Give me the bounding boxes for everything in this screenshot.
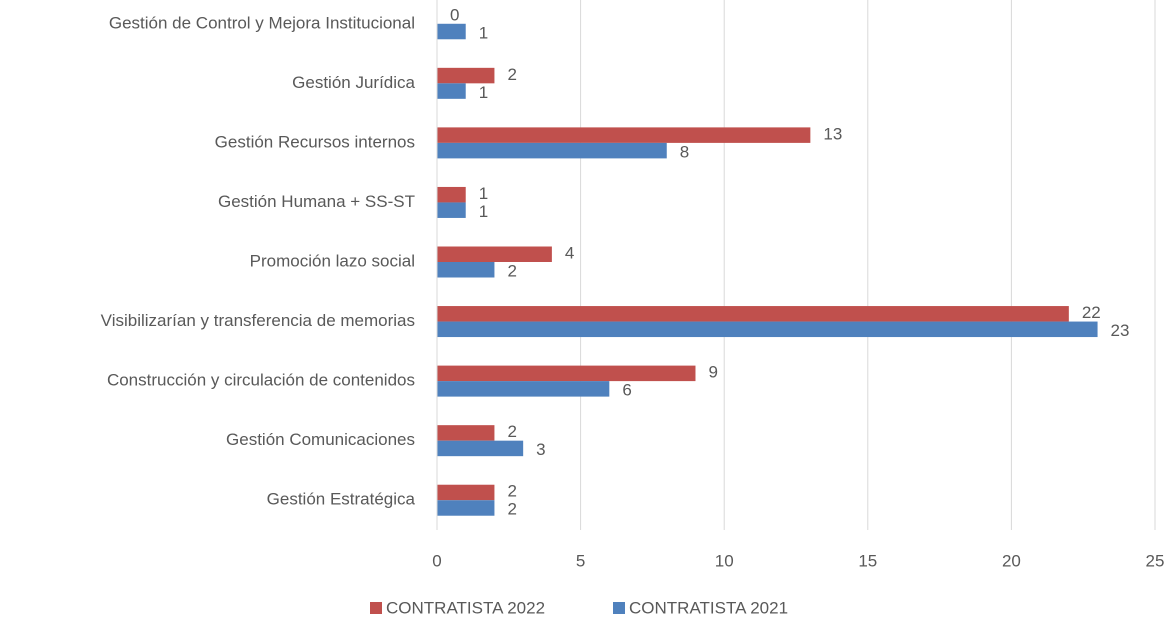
data-label: 22 <box>1082 303 1101 322</box>
data-label: 1 <box>479 23 488 42</box>
bar <box>437 365 696 382</box>
legend-label: CONTRATISTA 2021 <box>629 598 788 617</box>
x-tick-label: 0 <box>432 551 441 570</box>
data-label: 0 <box>450 5 459 24</box>
x-tick-label: 10 <box>715 551 734 570</box>
y-tick-label: Visibilizarían y transferencia de memori… <box>101 311 415 330</box>
legend-swatch <box>613 602 625 614</box>
data-label: 1 <box>479 184 488 203</box>
y-tick-label: Gestión Comunicaciones <box>226 430 415 449</box>
bar <box>437 381 610 397</box>
data-label: 2 <box>507 65 516 84</box>
data-label: 2 <box>507 500 516 519</box>
bar <box>437 484 495 501</box>
bar <box>437 306 1069 322</box>
bar <box>437 202 466 218</box>
data-label: 2 <box>507 482 516 501</box>
x-tick-label: 25 <box>1146 551 1165 570</box>
y-tick-label: Gestión Recursos internos <box>215 132 415 151</box>
data-label: 2 <box>507 261 516 280</box>
bar <box>437 83 466 99</box>
bar <box>437 67 495 84</box>
bar <box>437 246 552 262</box>
y-tick-label: Gestión de Control y Mejora Instituciona… <box>109 13 415 32</box>
bar <box>437 142 667 159</box>
data-label: 2 <box>507 422 516 441</box>
data-label: 9 <box>708 363 717 382</box>
data-label: 13 <box>823 124 842 143</box>
legend-label: CONTRATISTA 2022 <box>386 598 545 617</box>
y-tick-label: Gestión Humana + SS-ST <box>218 192 415 211</box>
y-tick-label: Construcción y circulación de contenidos <box>107 371 415 390</box>
data-label: 23 <box>1111 321 1130 340</box>
x-tick-label: 5 <box>576 551 585 570</box>
x-tick-label: 20 <box>1002 551 1021 570</box>
data-label: 3 <box>536 440 545 459</box>
y-tick-label: Promoción lazo social <box>250 251 415 270</box>
data-label: 8 <box>680 142 689 161</box>
bar <box>437 262 495 278</box>
legend-swatch <box>370 602 382 614</box>
y-tick-label: Gestión Estratégica <box>267 490 416 509</box>
data-label: 6 <box>622 381 631 400</box>
data-label: 1 <box>479 202 488 221</box>
bar <box>437 127 811 143</box>
x-tick-label: 15 <box>858 551 877 570</box>
bar <box>437 321 1098 338</box>
y-tick-label: Gestión Jurídica <box>292 73 415 92</box>
bar <box>437 23 466 40</box>
data-label: 4 <box>565 243 574 262</box>
bar <box>437 425 495 441</box>
bar <box>437 186 466 203</box>
bar <box>437 500 495 516</box>
bar <box>437 440 524 457</box>
data-label: 1 <box>479 83 488 102</box>
